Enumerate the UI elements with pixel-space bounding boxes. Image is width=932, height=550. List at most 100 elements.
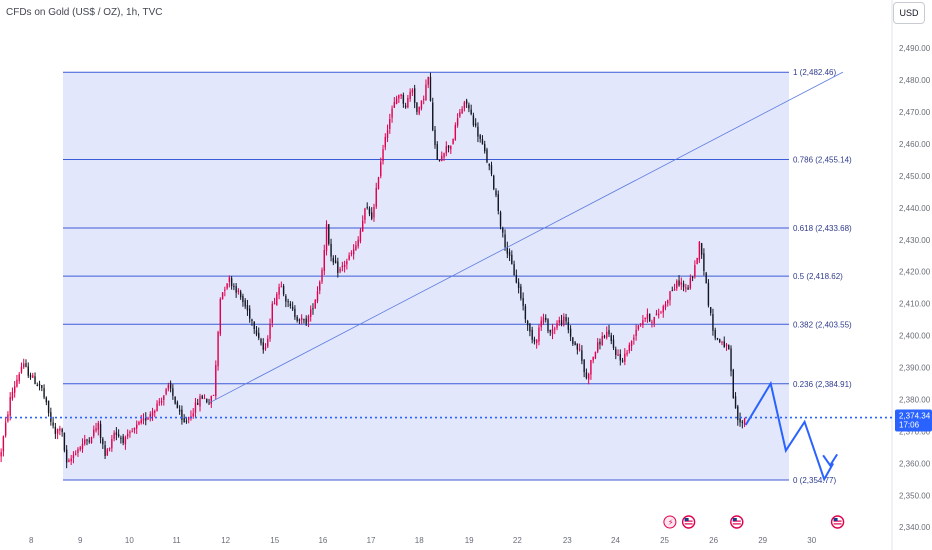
candle-body bbox=[260, 339, 262, 344]
candle-body bbox=[366, 206, 368, 208]
candle-countdown: 17:06 bbox=[899, 421, 920, 430]
candle-body bbox=[535, 340, 538, 344]
candle-body bbox=[224, 289, 226, 291]
candle-body bbox=[124, 437, 127, 445]
candle-body bbox=[337, 261, 339, 273]
candle-body bbox=[463, 102, 466, 109]
candle-body bbox=[56, 428, 59, 434]
candle-body bbox=[90, 437, 93, 444]
candle-body bbox=[578, 348, 581, 350]
flag-canton bbox=[684, 518, 689, 521]
candle-body bbox=[547, 319, 549, 332]
candle-body bbox=[332, 257, 335, 263]
candle-body bbox=[208, 403, 210, 405]
candle-body bbox=[619, 354, 621, 361]
candle-body bbox=[743, 418, 746, 425]
candle-body bbox=[115, 432, 118, 435]
candle-body bbox=[61, 429, 63, 433]
candle-body bbox=[581, 350, 583, 361]
candle-body bbox=[343, 264, 346, 267]
candle-body bbox=[395, 98, 398, 105]
candle-body bbox=[497, 194, 499, 212]
fibonacci-retracement[interactable]: 1 (2,482.46) 0.786 (2,455.14) 0.618 (2,433… bbox=[63, 68, 852, 485]
candle-body bbox=[27, 366, 29, 376]
candle-body bbox=[316, 291, 319, 302]
economic-events[interactable]: ⚡ bbox=[663, 515, 845, 529]
candle-body bbox=[567, 322, 570, 330]
candle-body bbox=[520, 286, 522, 299]
candle-body bbox=[441, 155, 443, 162]
candle-body bbox=[307, 315, 310, 323]
candle-body bbox=[470, 109, 472, 115]
candle-body bbox=[13, 386, 16, 393]
candle-body bbox=[488, 163, 490, 166]
candle-body bbox=[323, 250, 325, 271]
flag-stripe bbox=[833, 523, 842, 525]
candle-body bbox=[416, 102, 418, 112]
candle-body bbox=[400, 94, 402, 97]
time-tick-label: 18 bbox=[415, 536, 424, 545]
candle-body bbox=[174, 396, 176, 404]
candle-body bbox=[167, 385, 170, 389]
price-tick-label: 2,370.00 bbox=[899, 427, 931, 436]
candle-body bbox=[99, 423, 102, 438]
candle-body bbox=[646, 313, 649, 319]
candle-body bbox=[671, 290, 673, 292]
candle-body bbox=[499, 212, 502, 227]
candle-body bbox=[138, 421, 140, 425]
drawings-layer[interactable] bbox=[0, 71, 892, 482]
candle-body bbox=[468, 104, 470, 109]
time-tick-label: 10 bbox=[125, 536, 134, 545]
candle-body bbox=[723, 341, 725, 348]
candle-body bbox=[587, 374, 590, 380]
candle-body bbox=[273, 303, 276, 305]
fib-level-label: 1 (2,482.46) bbox=[793, 68, 836, 77]
candle-body bbox=[303, 319, 305, 321]
candle-body bbox=[111, 439, 113, 449]
candle-body bbox=[104, 445, 106, 456]
candle-body bbox=[147, 417, 149, 420]
candle-body bbox=[312, 308, 314, 310]
candle-body bbox=[447, 145, 450, 149]
candle-body bbox=[637, 325, 640, 330]
trend-line bbox=[209, 71, 844, 404]
candle-body bbox=[583, 360, 585, 373]
time-tick-label: 12 bbox=[221, 536, 230, 545]
candle-body bbox=[558, 320, 560, 323]
time-tick-label: 29 bbox=[758, 536, 767, 545]
candle-body bbox=[305, 318, 307, 324]
candle-body bbox=[34, 376, 36, 385]
candle-body bbox=[445, 146, 447, 154]
candle-body bbox=[655, 313, 658, 316]
candle-body bbox=[389, 119, 391, 130]
candle-body bbox=[95, 428, 97, 431]
candle-body bbox=[203, 398, 206, 400]
candle-body bbox=[244, 300, 246, 307]
candle-body bbox=[136, 424, 138, 429]
candle-body bbox=[226, 283, 228, 289]
time-axis[interactable]: 8 9 10 11 12 15 16 17 18 19 22 23 24 25 26 29 30 bbox=[29, 536, 817, 545]
flag-stripe bbox=[732, 523, 741, 525]
candle-body bbox=[199, 396, 201, 407]
currency-button[interactable]: USD bbox=[893, 2, 925, 24]
candle-body bbox=[346, 261, 348, 265]
candle-body bbox=[154, 410, 156, 413]
candle-body bbox=[474, 123, 477, 126]
candle-body bbox=[72, 454, 75, 459]
price-axis[interactable]: 2,340.00 2,350.00 2,360.00 2,370.00 2,380.00… bbox=[895, 44, 932, 532]
fib-level-label: 0 (2,354.77) bbox=[793, 476, 836, 485]
candle-body bbox=[434, 129, 436, 146]
candle-body bbox=[565, 317, 567, 322]
candle-body bbox=[669, 291, 671, 301]
candle-body bbox=[660, 312, 662, 314]
candle-body bbox=[2, 436, 5, 452]
candle-body bbox=[20, 366, 23, 373]
candle-body bbox=[142, 417, 145, 421]
candle-body bbox=[411, 89, 414, 93]
candle-body bbox=[712, 314, 714, 331]
candle-body bbox=[215, 365, 217, 397]
candle-body bbox=[493, 175, 495, 190]
candle-body bbox=[264, 347, 267, 350]
candle-body bbox=[122, 436, 124, 444]
